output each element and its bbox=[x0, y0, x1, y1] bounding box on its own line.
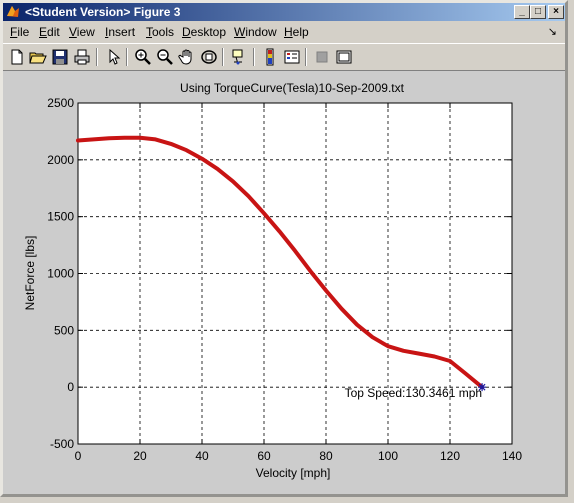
toolbar bbox=[3, 43, 565, 71]
marker-stroke bbox=[478, 383, 486, 391]
netforce-curve bbox=[76, 135, 485, 390]
menu-tools-key: T bbox=[146, 25, 152, 39]
y-tick-label: 1000 bbox=[47, 267, 74, 281]
menu-edit-label: dit bbox=[47, 25, 60, 39]
top-speed-annotation: Top Speed:130.3461 mph bbox=[345, 386, 482, 400]
menu-edit[interactable]: Edit bbox=[39, 25, 60, 39]
x-tick-label: 60 bbox=[257, 449, 271, 463]
x-tick-label: 100 bbox=[378, 449, 398, 463]
menu-desktop-key: D bbox=[182, 25, 191, 39]
menu-bar: File Edit View Insert Tools Desktop Wind… bbox=[3, 22, 565, 41]
menu-window[interactable]: Window bbox=[234, 25, 277, 39]
pan-hand-icon[interactable] bbox=[178, 48, 196, 66]
menu-window-key: W bbox=[234, 25, 246, 39]
dock-arrow-icon[interactable]: ↘ bbox=[547, 26, 557, 38]
open-file-icon[interactable] bbox=[29, 48, 47, 66]
menu-help-key: H bbox=[284, 25, 293, 39]
window-title: <Student Version> Figure 3 bbox=[25, 5, 181, 19]
title-bar[interactable]: <Student Version> Figure 3 _ □ × bbox=[3, 3, 565, 21]
save-icon[interactable] bbox=[51, 48, 69, 66]
x-axis-label: Velocity [mph] bbox=[256, 466, 331, 480]
menu-window-label: indow bbox=[245, 25, 277, 39]
y-axis-label: NetForce [lbs] bbox=[23, 236, 37, 311]
menu-edit-key: E bbox=[39, 25, 48, 39]
x-tick-label: 20 bbox=[133, 449, 147, 463]
menu-insert-key: I bbox=[105, 25, 109, 39]
pointer-icon[interactable] bbox=[104, 48, 122, 66]
menu-help[interactable]: Help bbox=[284, 25, 309, 39]
menu-view-key: V bbox=[69, 25, 77, 39]
menu-desktop-label: esktop bbox=[190, 25, 227, 39]
y-tick-label: 0 bbox=[67, 380, 74, 394]
data-cursor-icon[interactable] bbox=[231, 48, 249, 66]
menu-desktop[interactable]: Desktop bbox=[182, 25, 226, 39]
menu-insert[interactable]: Insert bbox=[105, 25, 135, 39]
menu-file-key: F bbox=[10, 25, 18, 39]
new-file-icon[interactable] bbox=[8, 48, 26, 66]
menu-file[interactable]: File bbox=[10, 25, 29, 39]
show-plot-tools-icon[interactable] bbox=[335, 48, 353, 66]
print-icon[interactable] bbox=[73, 48, 91, 66]
menu-view-label: iew bbox=[76, 25, 95, 39]
menu-help-label: elp bbox=[292, 25, 309, 39]
maximize-button[interactable]: □ bbox=[530, 5, 546, 19]
menu-tools[interactable]: Tools bbox=[146, 25, 174, 39]
toolbar-separator bbox=[126, 48, 128, 66]
x-tick-label: 140 bbox=[502, 449, 522, 463]
axes[interactable]: 0 20 40 60 80 100 120 140-500050010001500200025… bbox=[47, 96, 522, 463]
toolbar-separator bbox=[305, 48, 307, 66]
x-tick-label: 0 bbox=[75, 449, 82, 463]
zoom-in-icon[interactable] bbox=[134, 48, 152, 66]
figure-canvas: Using TorqueCurve(Tesla)10-Sep-2009.txt … bbox=[3, 71, 565, 494]
legend-icon[interactable] bbox=[283, 48, 301, 66]
menu-file-label: ile bbox=[17, 25, 30, 39]
zoom-out-icon[interactable] bbox=[156, 48, 174, 66]
plot-svg: Using TorqueCurve(Tesla)10-Sep-2009.txt … bbox=[23, 81, 522, 480]
x-tick-label: 40 bbox=[195, 449, 209, 463]
hide-plot-tools-icon[interactable] bbox=[313, 48, 331, 66]
chart-title: Using TorqueCurve(Tesla)10-Sep-2009.txt bbox=[180, 81, 405, 95]
close-button[interactable]: × bbox=[548, 5, 564, 19]
toolbar-separator bbox=[222, 48, 224, 66]
matlab-logo-icon bbox=[6, 4, 20, 18]
y-tick-label: 2500 bbox=[47, 96, 74, 110]
y-tick-label: 1500 bbox=[47, 210, 74, 224]
colorbar-icon[interactable] bbox=[261, 48, 279, 66]
y-tick-label: 500 bbox=[54, 323, 74, 337]
toolbar-separator bbox=[96, 48, 98, 66]
y-tick-label: 2000 bbox=[47, 153, 74, 167]
top-speed-marker bbox=[478, 383, 487, 392]
x-tick-label: 80 bbox=[319, 449, 333, 463]
minimize-button[interactable]: _ bbox=[514, 5, 530, 19]
plot-border bbox=[77, 102, 513, 445]
y-tick-label: -500 bbox=[50, 437, 74, 451]
menu-insert-label: nsert bbox=[108, 25, 136, 39]
toolbar-separator bbox=[253, 48, 255, 66]
menu-view[interactable]: View bbox=[69, 25, 95, 39]
x-tick-label: 120 bbox=[440, 449, 460, 463]
menu-tools-label: ools bbox=[152, 25, 175, 39]
rotate-3d-icon[interactable] bbox=[200, 48, 218, 66]
